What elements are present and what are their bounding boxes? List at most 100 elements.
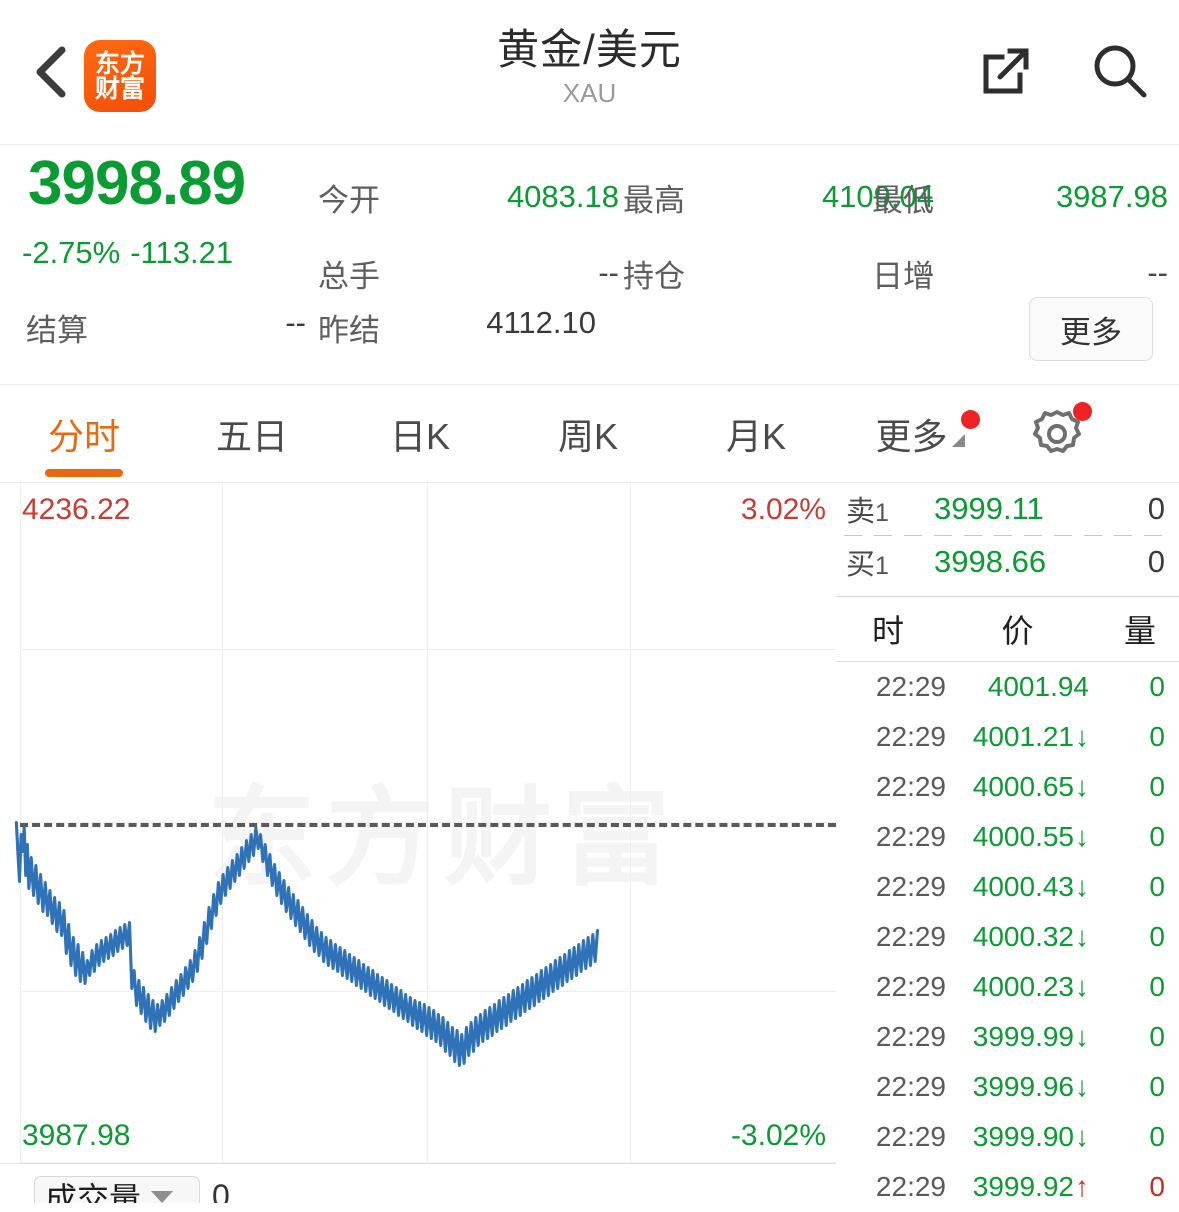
back-button[interactable] xyxy=(30,46,74,98)
gear-icon xyxy=(1033,409,1081,453)
order-book-bid-row[interactable]: 买1 3998.66 0 xyxy=(836,536,1179,588)
tick-row[interactable]: 22:29 4000.23↓ 0 xyxy=(836,962,1179,1012)
tick-time: 22:29 xyxy=(875,971,946,1002)
search-button[interactable] xyxy=(1087,38,1153,104)
tick-price: 3999.90↓ xyxy=(972,1121,1089,1152)
tab-more-label: 更多 xyxy=(875,415,948,457)
stat-value-settlement: -- xyxy=(285,305,306,340)
previous-close-reference-line xyxy=(20,823,836,827)
tab-more[interactable]: 更多 xyxy=(840,408,1000,460)
tick-time: 22:29 xyxy=(875,1071,946,1102)
share-button[interactable] xyxy=(973,38,1039,104)
chart-settings-button[interactable] xyxy=(1026,401,1092,465)
chevron-down-icon xyxy=(151,1191,174,1203)
change-percent: -2.75% xyxy=(22,235,121,270)
tick-price: 3999.99↓ xyxy=(972,1021,1089,1052)
gridline-horizontal xyxy=(20,991,836,992)
tick-price: 3999.96↓ xyxy=(972,1071,1089,1102)
tick-time: 22:29 xyxy=(875,771,946,802)
gridline-horizontal xyxy=(20,649,836,650)
brand-logo[interactable]: 东方 财富 xyxy=(84,40,156,112)
chart-tab-bar: 分时 五日 日K 周K 月K 更多 xyxy=(0,385,1179,483)
tab-dayk-label: 日K xyxy=(389,415,450,457)
stat-label-high: 最高 xyxy=(623,182,685,218)
arrow-down-icon: ↓ xyxy=(1075,821,1089,852)
tick-row[interactable]: 22:29 3999.99↓ 0 xyxy=(836,1012,1179,1062)
tab-weekk[interactable]: 周K xyxy=(504,408,672,460)
tick-row[interactable]: 22:29 4000.32↓ 0 xyxy=(836,912,1179,962)
stat-value-high: 4109.04 xyxy=(821,179,934,214)
tab-fiveday[interactable]: 五日 xyxy=(168,408,336,460)
tick-volume: 0 xyxy=(1149,821,1165,852)
intraday-chart[interactable]: 东方财富 4236.22 3.02% xyxy=(0,483,837,1203)
arrow-down-icon: ↓ xyxy=(1075,771,1089,802)
stat-label-prevsettlement: 昨结 xyxy=(318,313,380,348)
chart-lower-pct-label: -3.02% xyxy=(730,1119,826,1152)
tick-volume: 0 xyxy=(1149,671,1165,702)
stat-label-dailychange: 日增 xyxy=(872,258,934,294)
volume-value: 0 xyxy=(212,1178,230,1203)
tick-time: 22:29 xyxy=(875,671,946,702)
quote-stats-grid-right: 最低 3987.98 日增 -- xyxy=(872,159,1172,311)
order-book-divider xyxy=(844,535,1171,536)
volume-indicator-select[interactable]: 成交量 xyxy=(34,1176,200,1203)
arrow-down-icon: ↓ xyxy=(1075,971,1089,1002)
arrow-down-icon: ↓ xyxy=(1075,921,1089,952)
header-actions xyxy=(973,38,1153,104)
tick-time: 22:29 xyxy=(875,921,946,952)
tick-row[interactable]: 22:29 4001.94 0 xyxy=(836,662,1179,712)
brand-logo-line2: 财富 xyxy=(94,75,145,103)
tick-volume: 0 xyxy=(1149,971,1165,1002)
tick-row[interactable]: 22:29 4000.55↓ 0 xyxy=(836,812,1179,862)
tick-volume: 0 xyxy=(1149,1121,1165,1152)
quote-stats-row3: 结算 -- 昨结 4112.10 更多 xyxy=(26,297,1153,383)
tick-row[interactable]: 22:29 4000.65↓ 0 xyxy=(836,762,1179,812)
tab-monthk[interactable]: 月K xyxy=(672,408,840,460)
tab-intraday-label: 分时 xyxy=(47,415,120,457)
tab-monthk-label: 月K xyxy=(725,415,786,457)
arrow-down-icon: ↓ xyxy=(1075,1021,1089,1052)
change-summary: -2.75% -113.21 xyxy=(22,237,233,268)
share-external-link-icon xyxy=(983,48,1029,94)
volume-indicator-label: 成交量 xyxy=(45,1181,142,1203)
stat-value-open: 4083.18 xyxy=(506,179,619,214)
order-book-ask-row[interactable]: 卖1 3999.11 0 xyxy=(836,483,1179,535)
tick-volume: 0 xyxy=(1149,1171,1165,1202)
tick-row[interactable]: 22:29 4000.43↓ 0 xyxy=(836,862,1179,912)
chart-and-book: 东方财富 4236.22 3.02% xyxy=(0,483,1179,1203)
tick-volume: 0 xyxy=(1149,1071,1165,1102)
quote-stats-grid: 今开 4083.18 最高 4109.04 总手 -- 持仓 -- xyxy=(318,159,1169,311)
stat-label-low: 最低 xyxy=(872,182,934,218)
arrow-down-icon: ↓ xyxy=(1075,871,1089,902)
change-absolute: -113.21 xyxy=(130,235,234,270)
price-line xyxy=(14,821,600,1067)
stat-label-settlement: 结算 xyxy=(26,313,88,348)
more-quote-button[interactable]: 更多 xyxy=(1029,297,1153,361)
tick-volume: 0 xyxy=(1149,721,1165,752)
tick-time: 22:29 xyxy=(875,721,946,752)
tick-header-time: 时 xyxy=(871,613,904,649)
tick-row[interactable]: 22:29 3999.90↓ 0 xyxy=(836,1112,1179,1162)
order-book-panel: 卖1 3999.11 0 买1 3998.66 0 时 价 量 22:29 400… xyxy=(836,483,1179,1203)
arrow-down-icon: ↓ xyxy=(1075,1071,1089,1102)
quote-panel: 3998.89 -2.75% -113.21 今开 4083.18 最高 4109… xyxy=(0,145,1179,385)
tick-header-volume: 量 xyxy=(1123,613,1156,649)
tick-row[interactable]: 22:29 4001.21↓ 0 xyxy=(836,712,1179,762)
tick-price: 4000.65↓ xyxy=(972,771,1089,802)
tick-time: 22:29 xyxy=(875,821,946,852)
stat-value-low: 3987.98 xyxy=(1055,179,1168,214)
stat-value-prevsettlement: 4112.10 xyxy=(486,305,596,340)
stat-value-dailychange: -- xyxy=(1147,255,1168,290)
tick-row[interactable]: 22:29 3999.96↓ 0 xyxy=(836,1062,1179,1112)
tick-list[interactable]: 22:29 4001.94 0 22:29 4001.21↓ 0 22:29 4000.65↓… xyxy=(836,662,1179,1212)
ask-price: 3999.11 xyxy=(934,491,1044,526)
tab-intraday[interactable]: 分时 xyxy=(0,408,168,477)
tab-dayk[interactable]: 日K xyxy=(336,408,504,460)
tick-volume: 0 xyxy=(1149,921,1165,952)
tick-price: 4001.21↓ xyxy=(972,721,1089,752)
tick-row[interactable]: 22:29 3999.92↑ 0 xyxy=(836,1162,1179,1212)
triangle-expand-icon xyxy=(951,434,965,447)
bid-label: 买1 xyxy=(846,549,889,581)
tick-price: 4000.43↓ xyxy=(972,871,1089,902)
